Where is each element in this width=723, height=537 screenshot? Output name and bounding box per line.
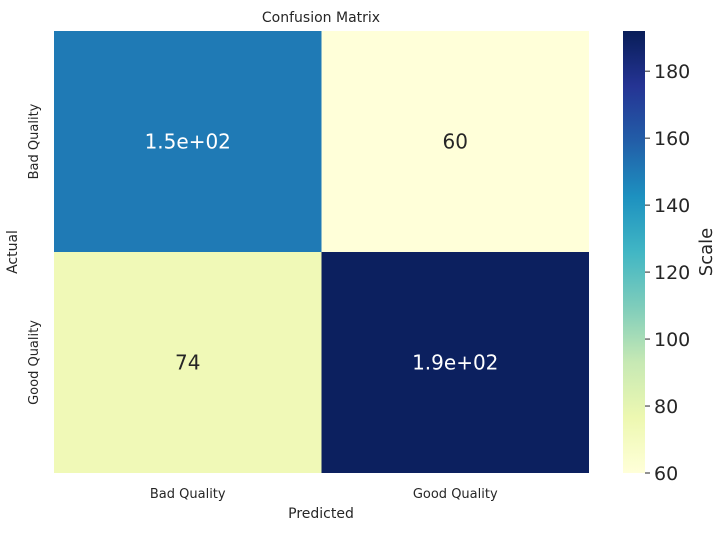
colorbar-tick-label: 140	[654, 195, 690, 217]
colorbar-tick-label: 160	[654, 128, 690, 150]
chart-title: Confusion Matrix	[262, 10, 380, 26]
heatmap-cell-r1-c1	[321, 252, 589, 473]
colorbar-tick-label: 180	[654, 61, 690, 83]
y-tick-labels: Bad Quality Good Quality	[27, 103, 42, 405]
heatmap-cell-r1-c0	[54, 252, 322, 473]
x-tick-label: Bad Quality	[150, 487, 226, 502]
colorbar-ticks: 60 80 100 120 140 160 180	[645, 61, 690, 485]
heatmap-cells	[54, 31, 589, 473]
colorbar-tick-label: 60	[654, 463, 678, 485]
cell-annotation-r0-c0: 1.5e+02	[145, 130, 231, 154]
cell-annotation-r1-c1: 1.9e+02	[412, 351, 498, 375]
x-tick-labels: Bad Quality Good Quality	[150, 487, 498, 502]
colorbar	[623, 31, 645, 473]
y-tick-label: Bad Quality	[27, 103, 42, 179]
colorbar-tick-label: 80	[654, 396, 678, 418]
y-tick-label: Good Quality	[27, 320, 42, 405]
colorbar-tick-label: 100	[654, 329, 690, 351]
x-tick-label: Good Quality	[413, 487, 498, 502]
cell-annotation-r1-c0: 74	[175, 351, 200, 375]
heatmap-cell-r0-c1	[321, 31, 589, 252]
y-axis-label: Actual	[5, 230, 21, 274]
colorbar-label: Scale	[696, 228, 717, 276]
heatmap-cell-r0-c0	[54, 31, 322, 252]
heatmap-annotations: 1.5e+02 60 74 1.9e+02	[145, 130, 499, 375]
x-axis-label: Predicted	[288, 506, 354, 522]
colorbar-tick-label: 120	[654, 262, 690, 284]
cell-annotation-r0-c1: 60	[443, 130, 468, 154]
